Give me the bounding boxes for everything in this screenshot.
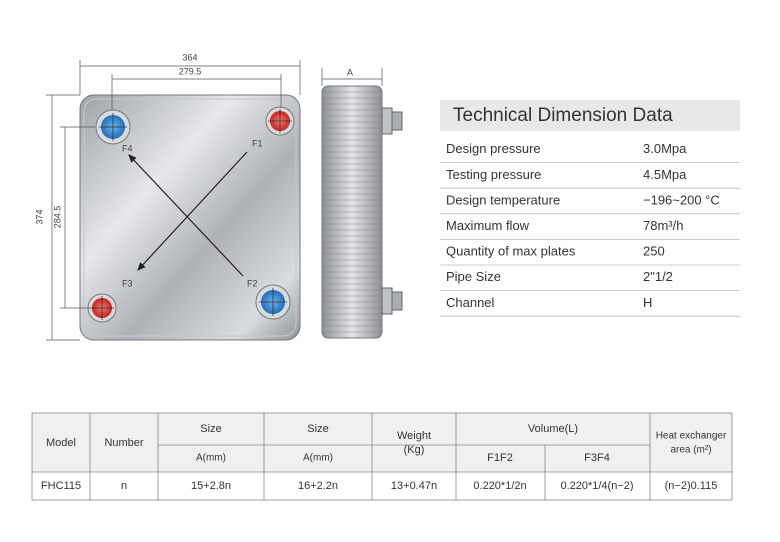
cell: 15+2.8n [191, 480, 231, 492]
spec-value: 4.5Mpa [643, 167, 687, 182]
port-f4 [95, 109, 131, 145]
header: Weight [397, 430, 431, 442]
cell: 0.220*1/4(n−2) [560, 480, 633, 492]
tech-table: Technical Dimension Data Design pressure… [440, 100, 740, 317]
spec-value: 78m³/h [643, 218, 683, 233]
spec-label: Design temperature [446, 192, 560, 207]
spec-value: 250 [643, 244, 665, 259]
port-f2 [255, 284, 291, 320]
dimension: A [347, 67, 353, 77]
port-label: F2 [247, 278, 258, 288]
port-f1 [265, 106, 295, 136]
port-f3 [87, 293, 117, 323]
spec-label: Channel [446, 295, 495, 310]
cell: 16+2.2n [298, 480, 338, 492]
header: Number [104, 437, 143, 449]
spec-label: Testing pressure [446, 167, 541, 182]
front-view: F1 F2 F3 F4 364 279.5 374 284.5 [34, 52, 301, 341]
cell: n [121, 480, 127, 492]
dimension: 284.5 [52, 206, 62, 229]
header: area (m²) [670, 445, 711, 456]
port-label: F3 [122, 278, 133, 288]
header: F1F2 [487, 452, 513, 464]
cell: FHC115 [41, 480, 81, 492]
spec-value: 3.0Mpa [643, 141, 687, 156]
dimension: 279.5 [179, 66, 202, 76]
spec-value: −196~200 °C [643, 192, 720, 207]
spec-label: Pipe Size [446, 269, 501, 284]
header: A(mm) [303, 453, 333, 464]
header: Size [200, 423, 221, 435]
spec-value: H [643, 295, 652, 310]
header: F3F4 [584, 452, 610, 464]
spec-label: Design pressure [446, 141, 541, 156]
dimension: 374 [34, 209, 44, 224]
header: Heat exchanger [656, 431, 727, 442]
spec-table: Model Number Size A(mm) Size A(mm) Weigh… [31, 412, 733, 501]
cell: 13+0.47n [391, 480, 437, 492]
header: Volume(L) [528, 423, 578, 435]
header: (Kg) [404, 444, 425, 456]
cell: (n−2)0.115 [665, 480, 718, 492]
port-label: F1 [252, 138, 263, 148]
header: Size [307, 423, 328, 435]
cell: 0.220*1/2n [473, 480, 526, 492]
header: Model [46, 437, 76, 449]
dimension: 364 [182, 52, 197, 62]
tech-title: Technical Dimension Data [453, 105, 673, 126]
port-label: F4 [122, 143, 133, 153]
spec-value: 2"1/2 [643, 269, 673, 284]
flow-arrow [137, 151, 248, 271]
spec-label: Maximum flow [446, 218, 530, 233]
spec-label: Quantity of max plates [446, 244, 576, 259]
flow-arrow [128, 154, 244, 277]
header: A(mm) [196, 453, 226, 464]
side-view: A [321, 67, 403, 339]
